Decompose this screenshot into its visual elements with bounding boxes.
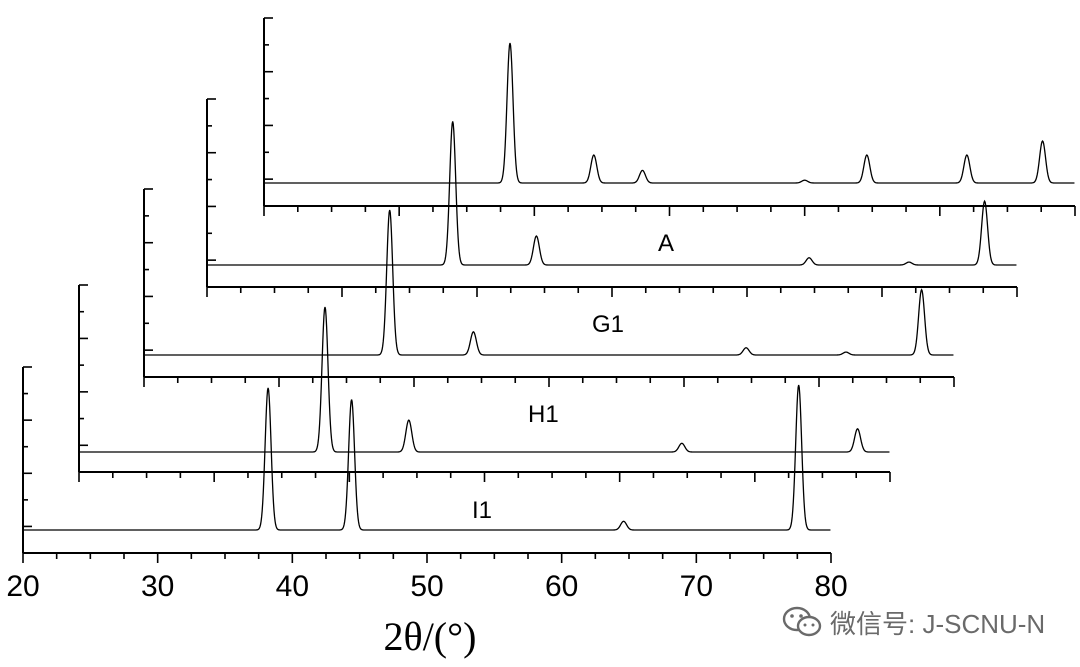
x-axis-title: 2θ/(°) — [384, 614, 477, 659]
series-label-g1: G1 — [592, 311, 624, 338]
x-tick-label: 30 — [141, 570, 174, 603]
watermark: 微信号: J-SCNU-N — [782, 602, 1045, 642]
spectrum-trace-g1 — [144, 209, 954, 356]
series-label-a: A — [658, 230, 674, 257]
watermark-text: 微信号: J-SCNU-N — [830, 608, 1046, 639]
x-tick-label: 80 — [814, 570, 847, 603]
series-label-h1: H1 — [528, 401, 559, 428]
wechat-icon — [782, 606, 822, 637]
x-tick-label: 60 — [545, 570, 578, 603]
series-label-i1: I1 — [472, 497, 492, 524]
spectrum-trace-top — [264, 42, 1075, 184]
x-tick-label: 40 — [276, 570, 309, 603]
spectrum-trace-h1 — [79, 306, 890, 453]
x-tick-label: 50 — [410, 570, 443, 603]
spectrum-trace-i1 — [23, 384, 831, 531]
x-tick-label: 20 — [6, 570, 39, 603]
spectrum-trace-a — [207, 121, 1017, 266]
x-tick-label: 70 — [680, 570, 713, 603]
